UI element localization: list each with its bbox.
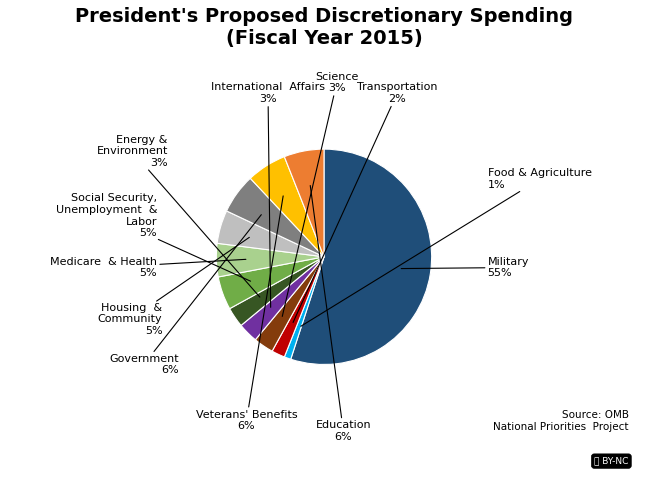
Wedge shape [217, 211, 324, 257]
Wedge shape [284, 149, 324, 257]
Text: Government
6%: Government 6% [109, 215, 261, 375]
Text: Military
55%: Military 55% [401, 257, 529, 278]
Wedge shape [227, 178, 324, 257]
Text: Energy &
Environment
3%: Energy & Environment 3% [97, 135, 260, 297]
Text: Science
3%: Science 3% [283, 72, 358, 316]
Wedge shape [255, 257, 324, 351]
Wedge shape [229, 257, 324, 325]
Wedge shape [216, 243, 324, 277]
Title: President's Proposed Discretionary Spending
(Fiscal Year 2015): President's Proposed Discretionary Spend… [75, 7, 573, 48]
Wedge shape [272, 257, 324, 357]
Wedge shape [291, 149, 432, 364]
Text: Source: OMB
National Priorities  Project: Source: OMB National Priorities Project [493, 410, 629, 432]
Wedge shape [250, 156, 324, 257]
Text: Veterans' Benefits
6%: Veterans' Benefits 6% [196, 196, 297, 432]
Text: Ⓒ BY-NC: Ⓒ BY-NC [594, 456, 629, 466]
Text: Housing  &
Community
5%: Housing & Community 5% [98, 237, 249, 336]
Wedge shape [218, 257, 324, 309]
Text: Transportation
2%: Transportation 2% [293, 82, 437, 323]
Text: Food & Agriculture
1%: Food & Agriculture 1% [301, 168, 592, 326]
Text: Social Security,
Unemployment  &
Labor
5%: Social Security, Unemployment & Labor 5% [56, 193, 251, 281]
Text: International  Affairs
3%: International Affairs 3% [211, 82, 325, 307]
Wedge shape [284, 257, 324, 359]
Text: Medicare  & Health
5%: Medicare & Health 5% [50, 257, 246, 278]
Wedge shape [241, 257, 324, 340]
Text: Education
6%: Education 6% [310, 185, 371, 442]
